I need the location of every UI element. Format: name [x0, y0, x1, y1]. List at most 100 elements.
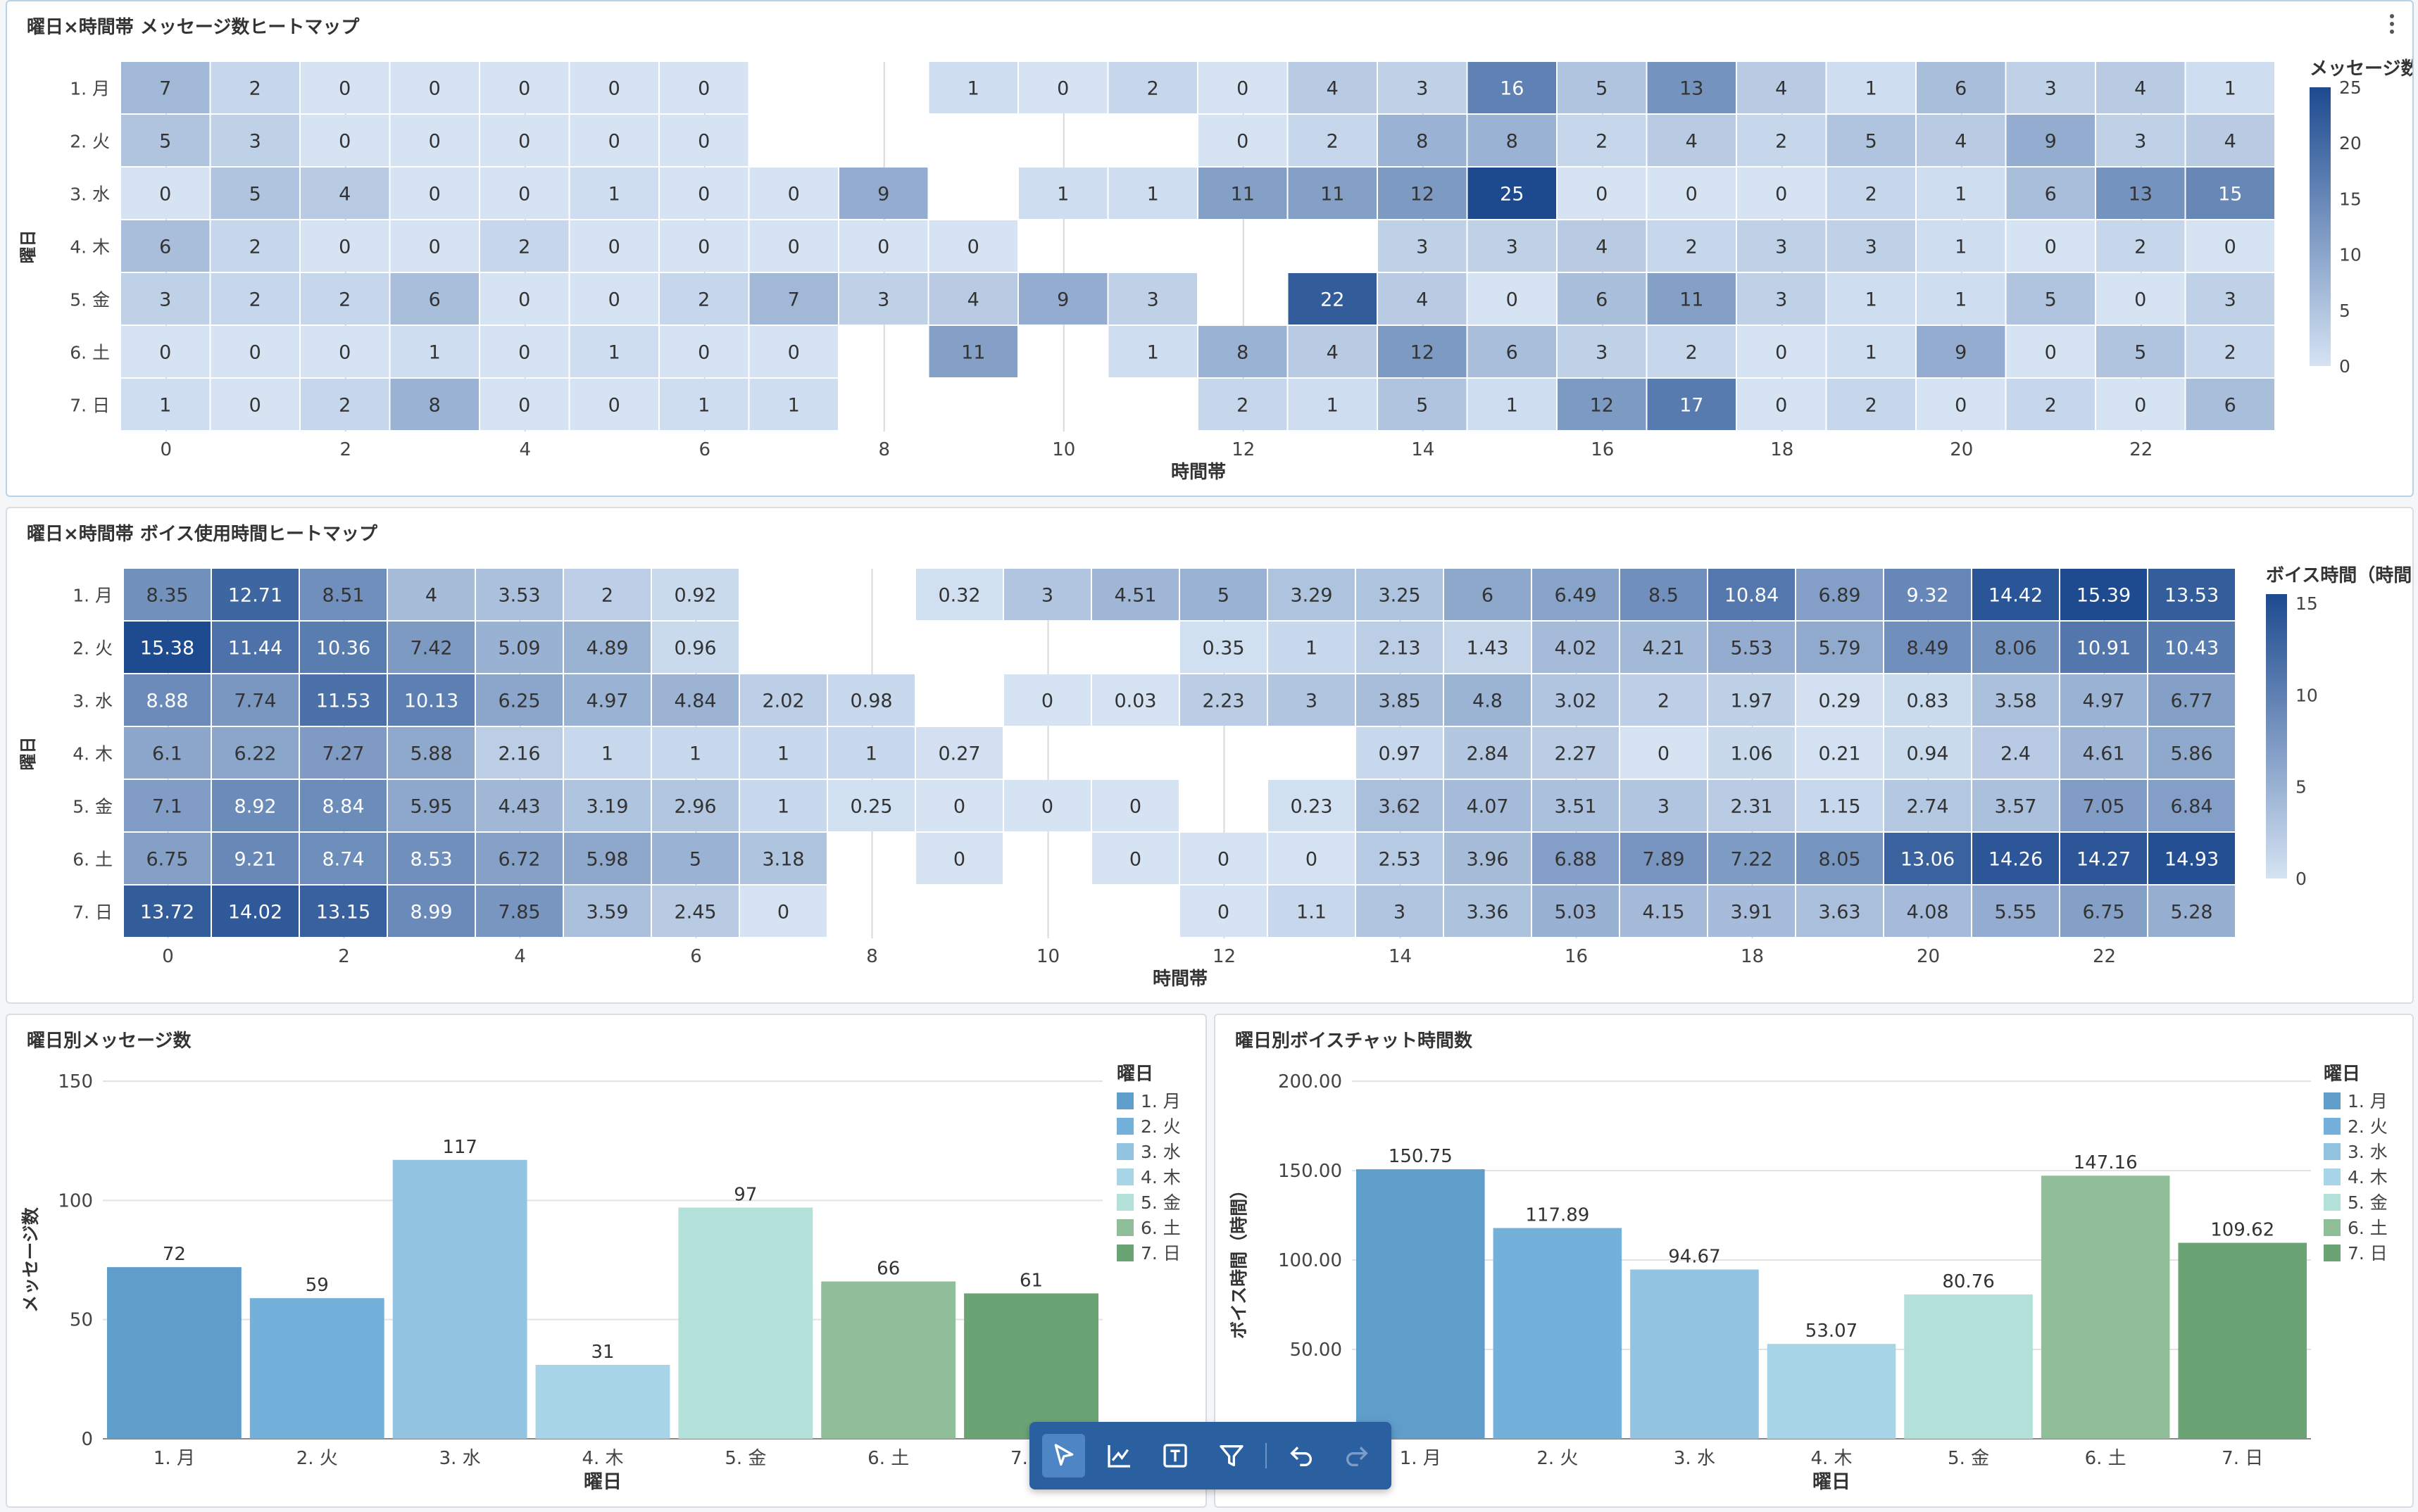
heatmap-cell — [300, 569, 387, 620]
heatmap-cell — [1356, 833, 1443, 884]
x-tick-label: 7. 日 — [2222, 1448, 2263, 1469]
filter-tool-button[interactable] — [1210, 1434, 1253, 1478]
heatmap-cell-label: 2 — [1865, 395, 1877, 417]
heatmap-cell-label: 0 — [608, 289, 620, 311]
heatmap-cell-label: 5.55 — [1994, 902, 2036, 924]
heatmap-cell-label: 6.72 — [498, 849, 540, 871]
bar-value-label: 147.16 — [2074, 1152, 2138, 1173]
legend-tick-label: 10 — [2339, 245, 2362, 265]
bar — [107, 1267, 242, 1439]
heatmap-cell-label: 6 — [159, 237, 171, 258]
heatmap-cell-label: 4.15 — [1642, 902, 1684, 924]
heatmap-cell-label: 1 — [1955, 184, 1967, 206]
hour-tick-label: 14 — [1389, 946, 1412, 967]
heatmap-cell — [749, 168, 838, 219]
heatmap-cell-label: 5 — [159, 131, 171, 153]
heatmap-cell — [1620, 674, 1707, 726]
heatmap-cell-label: 14.26 — [1988, 849, 2043, 871]
chart-tool-button[interactable] — [1098, 1434, 1141, 1478]
heatmap-cell-label: 3.85 — [1378, 691, 1420, 712]
heatmap-cell-label: 2.16 — [498, 743, 540, 765]
heatmap-cell — [300, 674, 387, 726]
heatmap-cell — [1108, 326, 1197, 377]
heatmap-cell — [2096, 62, 2185, 113]
heatmap-cell-label: 2 — [1658, 691, 1670, 712]
heatmap-cell — [300, 886, 387, 937]
heatmap-cell — [2060, 674, 2147, 726]
hour-tick-label: 12 — [1232, 439, 1255, 460]
select-tool-button[interactable] — [1042, 1434, 1086, 1478]
heatmap-cell-label: 3 — [159, 289, 171, 311]
voice-heatmap-chart: 8.35 12.71 8.51 4 3.53 2 0.92 0.32 3 4.51 5 3.29 3.2… — [18, 565, 2412, 990]
heatmap-cell — [740, 780, 827, 831]
heatmap-cell-label: 4 — [2134, 78, 2146, 100]
heatmap-cell — [2186, 379, 2274, 430]
bar — [1630, 1269, 1759, 1439]
heatmap-cell — [388, 833, 475, 884]
heatmap-cell-label: 3 — [2224, 289, 2236, 311]
y-tick-label: 150.00 — [1278, 1161, 1342, 1182]
heatmap-cell-label: 4.61 — [2082, 743, 2124, 765]
heatmap-cell — [1444, 886, 1531, 937]
day-tick-label: 4. 木 — [70, 237, 110, 258]
heatmap-cell-label: 12 — [1410, 342, 1434, 364]
heatmap-cell-label: 2.4 — [2000, 743, 2031, 765]
heatmap-cell-label: 2 — [1147, 78, 1159, 100]
heatmap-cell-label: 5 — [249, 184, 261, 206]
heatmap-cell — [1620, 833, 1707, 884]
heatmap-cell-label: 1.43 — [1466, 638, 1508, 660]
heatmap-cell-label: 0 — [1057, 78, 1069, 100]
heatmap-cell-label: 0 — [518, 184, 530, 206]
legend-swatch — [2324, 1118, 2341, 1135]
heatmap-cell — [2186, 115, 2274, 166]
heatmap-cell-label: 0 — [1596, 184, 1608, 206]
heatmap-cell-label: 0 — [339, 131, 351, 153]
heatmap-cell-label: 2 — [601, 585, 613, 607]
bar-value-label: 61 — [1020, 1270, 1043, 1291]
heatmap-cell — [1796, 727, 1883, 779]
heatmap-cell-label: 4 — [425, 585, 437, 607]
heatmap-cell — [2186, 62, 2274, 113]
hour-tick-label: 10 — [1036, 946, 1060, 967]
heatmap-cell — [1268, 886, 1355, 937]
heatmap-cell — [476, 833, 563, 884]
heatmap-cell-label: 5.98 — [586, 849, 628, 871]
heatmap-cell-label: 0 — [698, 237, 710, 258]
heatmap-cell-label: 0 — [518, 289, 530, 311]
heatmap-cell — [660, 220, 748, 272]
heatmap-cell — [2006, 115, 2095, 166]
heatmap-cell — [1288, 115, 1377, 166]
bar — [678, 1207, 813, 1439]
heatmap-cell — [749, 220, 838, 272]
text-tool-button[interactable] — [1154, 1434, 1197, 1478]
heatmap-cell — [1467, 62, 1556, 113]
heatmap-cell-label: 4.8 — [1472, 691, 1503, 712]
bar — [1356, 1169, 1485, 1439]
heatmap-cell — [652, 780, 739, 831]
bar-value-label: 53.07 — [1805, 1321, 1858, 1342]
heatmap-cell — [839, 273, 928, 325]
heatmap-cell — [1180, 886, 1267, 937]
heatmap-cell — [212, 569, 299, 620]
heatmap-cell — [1708, 886, 1795, 937]
hour-tick-label: 22 — [2093, 946, 2116, 967]
more-options-icon[interactable] — [2388, 14, 2395, 38]
heatmap-cell-label: 0.29 — [1818, 691, 1860, 712]
heatmap-cell-label: 0.35 — [1202, 638, 1244, 660]
heatmap-cell-label: 1.1 — [1296, 902, 1327, 924]
heatmap-cell — [480, 62, 569, 113]
heatmap-cell — [740, 886, 827, 937]
heatmap-cell — [2060, 727, 2147, 779]
heatmap-cell — [1268, 569, 1355, 620]
heatmap-cell — [476, 886, 563, 937]
heatmap-cell — [1467, 273, 1556, 325]
heatmap-cell — [2186, 168, 2274, 219]
heatmap-cell — [388, 727, 475, 779]
heatmap-cell — [1620, 727, 1707, 779]
heatmap-cell — [1019, 273, 1108, 325]
undo-button[interactable] — [1279, 1434, 1322, 1478]
heatmap-cell-label: 0 — [518, 395, 530, 417]
heatmap-cell-label: 4 — [1955, 131, 1967, 153]
heatmap-cell — [1288, 379, 1377, 430]
redo-button[interactable] — [1336, 1434, 1379, 1478]
